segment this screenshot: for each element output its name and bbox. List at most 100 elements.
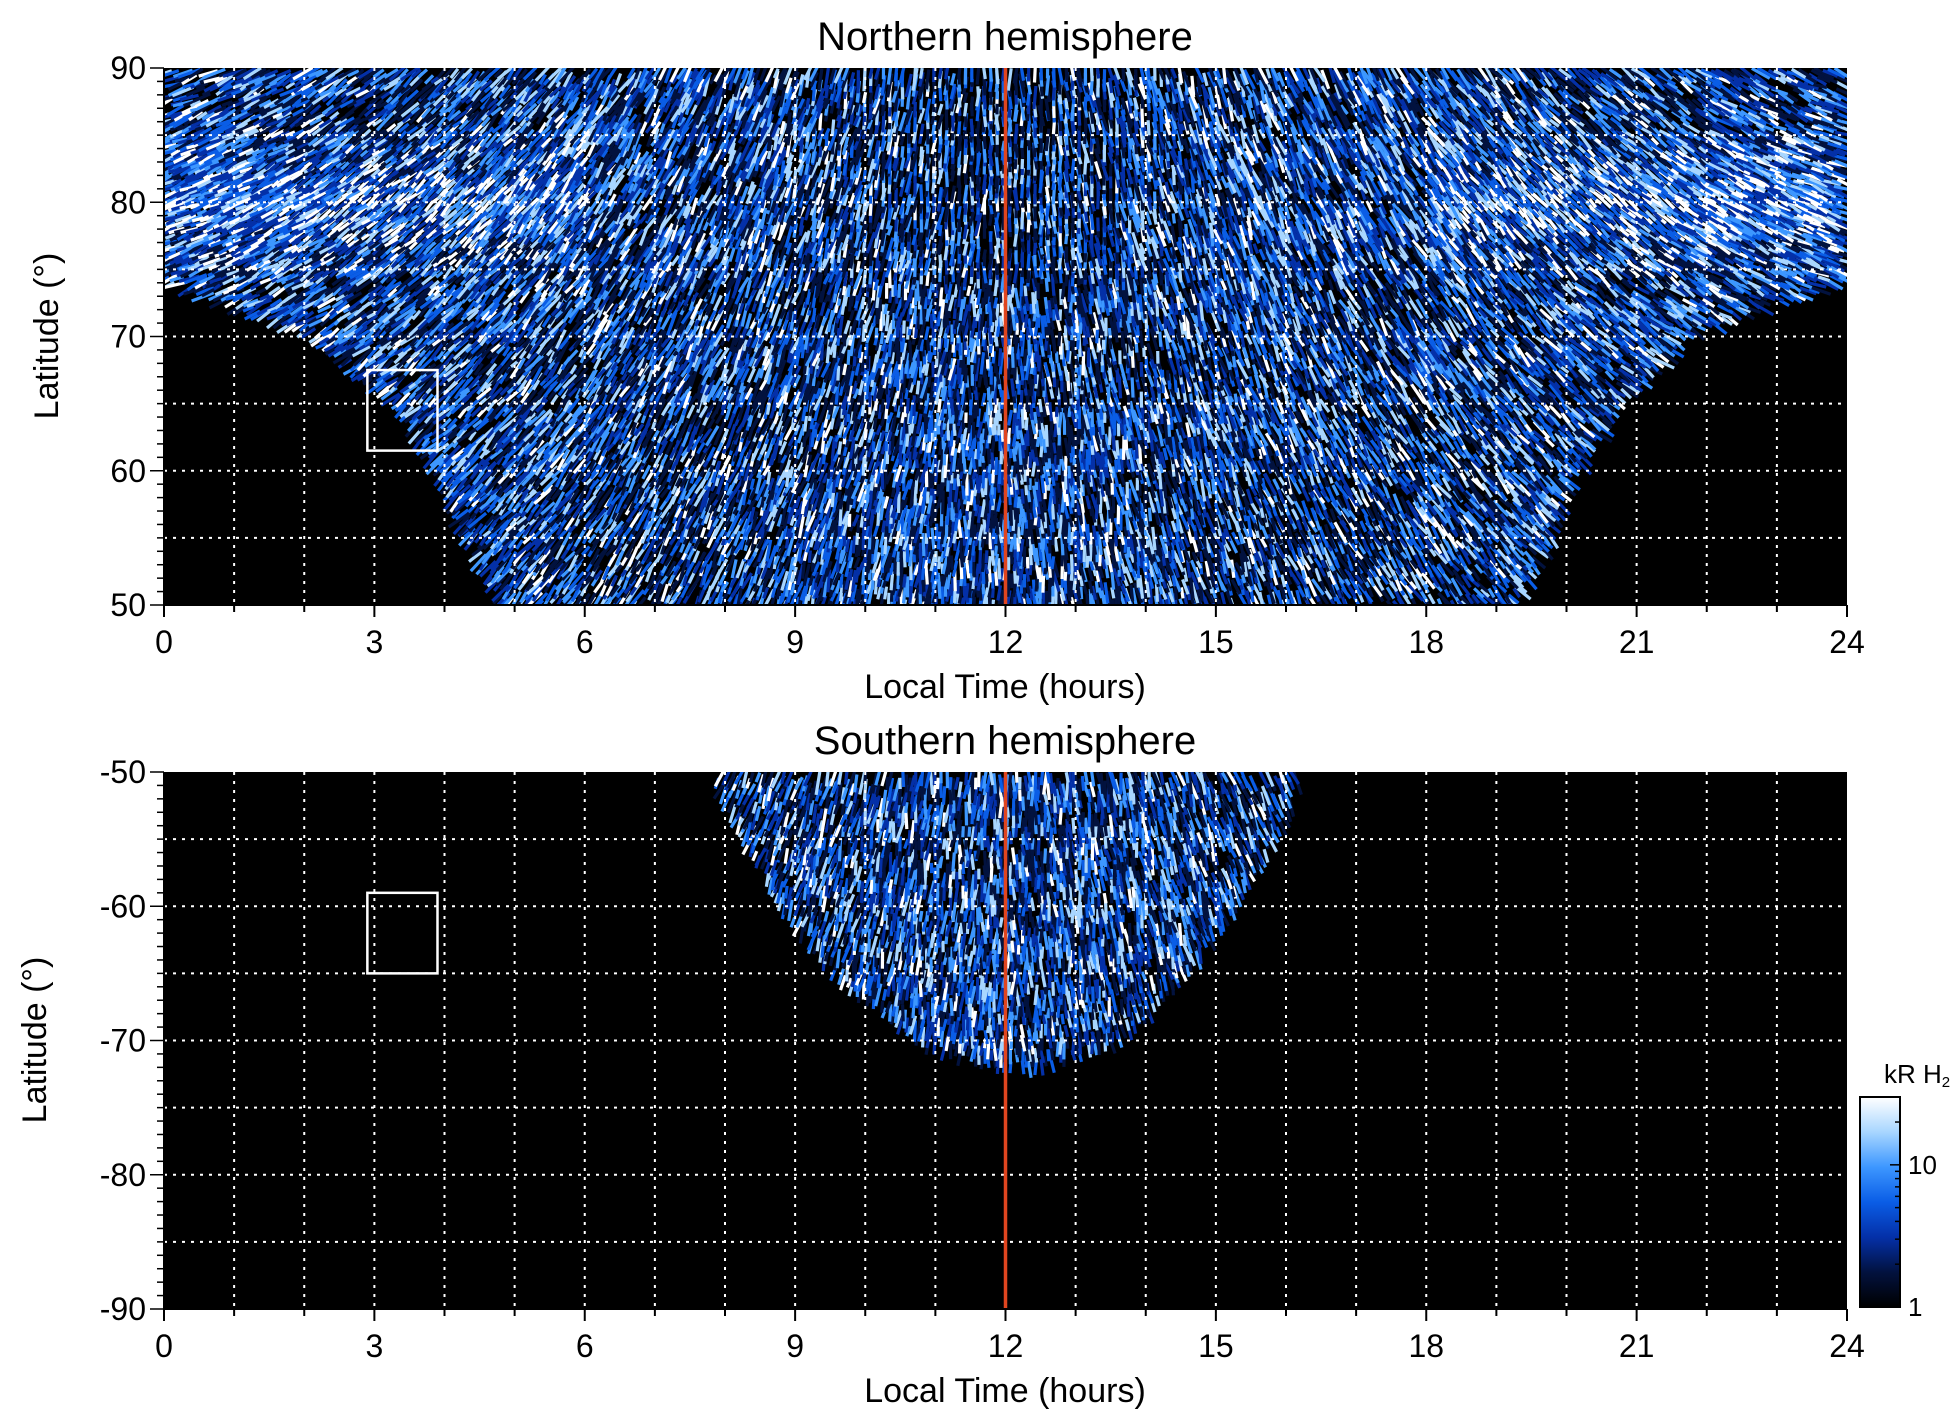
north-emission-streak — [1034, 595, 1039, 605]
north-emission-streak — [1066, 563, 1071, 575]
north-emission-streak — [1119, 568, 1126, 582]
north-emission-streak — [1490, 597, 1501, 605]
north-emission-streak — [857, 582, 864, 604]
north-emission-streak — [927, 537, 933, 552]
north-emission-streak — [1027, 585, 1034, 601]
north-emission-streak — [1030, 588, 1037, 605]
north-emission-streak — [1006, 543, 1011, 558]
north-emission-streak — [914, 586, 920, 599]
north-emission-streak — [1182, 567, 1189, 583]
north-emission-streak — [725, 553, 737, 573]
north-emission-streak — [904, 387, 909, 400]
north-emission-streak — [1181, 578, 1190, 595]
north-emission-streak — [1179, 454, 1184, 466]
north-emission-streak — [1006, 576, 1011, 597]
north-emission-streak — [1507, 596, 1520, 605]
north-emission-streak — [1185, 559, 1192, 578]
north-emission-streak — [1188, 575, 1195, 599]
north-emission-streak — [1094, 580, 1100, 593]
north-emission-streak — [819, 584, 826, 602]
north-emission-streak — [1427, 593, 1436, 605]
north-emission-streak — [1014, 582, 1022, 604]
north-emission-streak — [1110, 571, 1116, 590]
north-emission-streak — [1284, 581, 1295, 605]
north-emission-streak — [1188, 593, 1196, 605]
north-emission-streak — [1450, 577, 1464, 597]
north-emission-streak — [1052, 488, 1056, 505]
north-emission-streak — [1074, 448, 1080, 460]
north-emission-streak — [1469, 596, 1482, 605]
north-emission-streak — [850, 584, 858, 602]
north-emission-streak — [675, 595, 684, 605]
north-emission-streak — [870, 535, 876, 555]
north-emission-streak — [1138, 574, 1145, 599]
north-emission-streak — [846, 597, 851, 605]
north-emission-streak — [921, 557, 926, 581]
north-emission-streak — [991, 599, 996, 605]
north-emission-streak — [802, 563, 811, 586]
north-emission-streak — [984, 550, 989, 564]
north-emission-streak — [837, 441, 843, 455]
north-emission-streak — [959, 597, 964, 605]
north-emission-streak — [776, 566, 787, 584]
north-emission-streak — [1215, 570, 1225, 591]
north-emission-streak — [873, 579, 879, 595]
north-emission-streak — [848, 556, 854, 569]
north-emission-streak — [498, 597, 509, 605]
north-emission-streak — [1190, 571, 1200, 591]
north-emission-streak — [1234, 561, 1244, 576]
north-emission-streak — [1307, 595, 1317, 605]
north-emission-streak — [1385, 561, 1396, 577]
north-emission-streak — [1029, 491, 1034, 513]
north-emission-streak — [1039, 412, 1045, 424]
north-emission-streak — [993, 545, 999, 556]
north-emission-streak — [1087, 567, 1094, 582]
north-emission-streak — [526, 578, 545, 596]
north-emission-streak — [847, 576, 855, 598]
north-emission-streak — [888, 562, 895, 576]
north-emission-streak — [1179, 587, 1185, 599]
north-emission-streak — [1067, 465, 1071, 479]
north-emission-streak — [1219, 551, 1228, 575]
north-emission-streak — [1067, 406, 1072, 418]
north-emission-streak — [1069, 531, 1074, 546]
north-emission-streak — [1000, 429, 1005, 442]
north-emission-streak — [1020, 488, 1025, 504]
north-emission-streak — [852, 598, 857, 605]
north-emission-streak — [801, 595, 807, 605]
north-emission-streak — [1110, 473, 1114, 495]
north-emission-streak — [866, 551, 874, 574]
north-emission-streak — [1033, 411, 1038, 424]
north-emission-streak — [1090, 594, 1096, 605]
north-emission-streak — [703, 560, 714, 578]
north-emission-streak — [803, 415, 808, 432]
north-emission-streak — [760, 558, 771, 580]
north-emission-streak — [1011, 413, 1017, 434]
north-emission-streak — [1024, 579, 1031, 594]
north-emission-streak — [901, 453, 907, 467]
north-emission-streak — [1488, 565, 1502, 585]
north-emission-streak — [1107, 426, 1112, 446]
north-emission-map — [164, 68, 1847, 605]
north-emission-streak — [993, 553, 1000, 573]
north-emission-streak — [809, 578, 817, 596]
north-emission-streak — [612, 596, 622, 605]
north-emission-streak — [987, 555, 992, 570]
north-emission-streak — [880, 398, 886, 413]
north-emission-streak — [1212, 554, 1221, 571]
north-emission-streak — [1464, 593, 1474, 605]
north-emission-streak — [610, 574, 618, 587]
north-emission-streak — [987, 470, 993, 486]
north-emission-streak — [1154, 583, 1159, 602]
north-emission-streak — [867, 588, 874, 605]
north-emission-streak — [1031, 579, 1036, 595]
north-emission-streak — [1407, 584, 1424, 602]
north-emission-streak — [1486, 575, 1497, 587]
north-emission-streak — [660, 583, 669, 603]
north-emission-streak — [914, 451, 919, 469]
north-emission-streak — [574, 570, 592, 591]
north-emission-streak — [909, 592, 915, 605]
north-emission-streak — [1038, 567, 1043, 583]
north-emission-streak — [553, 555, 568, 570]
north-emission-streak — [886, 592, 891, 605]
